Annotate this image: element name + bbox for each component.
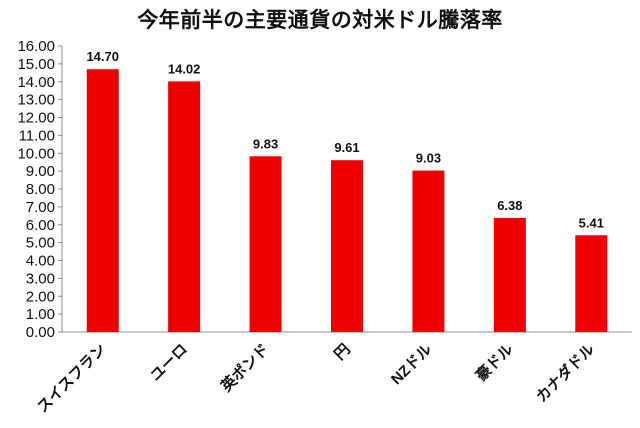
y-tick-label: 6.00: [26, 217, 55, 234]
x-tick-label: スイスフラン: [34, 341, 109, 416]
bar: [86, 69, 119, 333]
x-tick-label-group: カナダドル: [532, 340, 598, 406]
bar: [575, 235, 608, 332]
data-label: 5.41: [579, 215, 604, 230]
data-label: 14.70: [86, 49, 119, 64]
bar: [249, 156, 282, 332]
y-tick-label: 14.00: [17, 74, 55, 91]
data-label: 6.38: [497, 198, 522, 213]
data-label: 14.02: [168, 61, 201, 76]
y-tick-label: 3.00: [26, 270, 55, 287]
y-tick-label: 11.00: [19, 127, 55, 144]
y-tick-label: 10.00: [17, 145, 55, 162]
y-tick-label: 2.00: [26, 288, 55, 305]
y-tick-label: 12.00: [17, 110, 55, 127]
bar: [331, 160, 363, 332]
chart-title: 今年前半の主要通貨の対米ドル騰落率: [137, 8, 503, 32]
y-tick-label: 9.00: [26, 163, 55, 180]
y-tick-label: 15.00: [17, 56, 55, 73]
x-tick-label-group: スイスフラン: [34, 341, 109, 416]
bar: [493, 217, 526, 332]
x-tick-label-group: 豪ドル: [472, 340, 517, 385]
y-tick-label: 1.00: [26, 306, 55, 323]
y-tick-label: 4.00: [26, 253, 55, 270]
x-tick-label-group: ユーロ: [147, 341, 191, 385]
x-tick-label: 英ポンド: [217, 340, 272, 395]
y-tick-label: 13.00: [17, 92, 55, 109]
bar: [168, 81, 201, 332]
x-tick-label: 円: [331, 341, 354, 364]
y-tick-label: 5.00: [26, 235, 55, 252]
x-tick-label-group: 英ポンド: [217, 340, 272, 395]
x-tick-label: NZドル: [388, 341, 435, 388]
x-tick-label: カナダドル: [532, 340, 598, 406]
x-tick-label-group: NZドル: [388, 341, 435, 388]
y-tick-label: 8.00: [26, 181, 55, 198]
data-label: 9.61: [334, 140, 359, 155]
x-tick-label-group: 円: [331, 341, 354, 364]
y-tick-label: 16.00: [17, 38, 55, 55]
bar: [412, 170, 445, 332]
data-label: 9.03: [416, 151, 441, 166]
data-label: 9.83: [253, 136, 278, 151]
y-tick-label: 0.00: [26, 324, 55, 341]
x-tick-label: 豪ドル: [472, 340, 517, 385]
y-tick-label: 7.00: [26, 199, 55, 216]
x-tick-label: ユーロ: [147, 341, 191, 385]
